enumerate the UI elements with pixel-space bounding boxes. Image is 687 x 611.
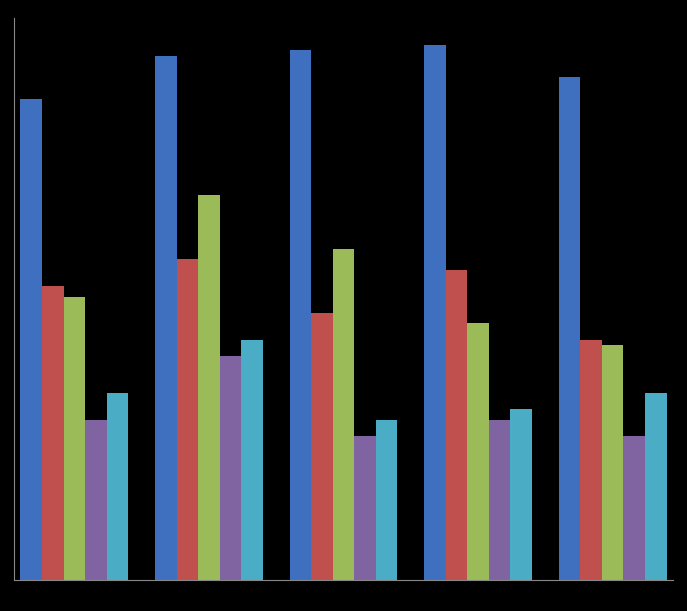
Bar (425, 45, 446, 580)
Bar (290, 51, 311, 580)
Bar (106, 393, 128, 580)
Bar (21, 98, 42, 580)
Bar (333, 249, 354, 580)
Bar (354, 436, 376, 580)
Bar (311, 313, 333, 580)
Bar (581, 340, 602, 580)
Bar (155, 56, 177, 580)
Bar (559, 77, 581, 580)
Bar (85, 420, 106, 580)
Bar (63, 297, 85, 580)
Bar (645, 393, 666, 580)
Bar (376, 420, 397, 580)
Bar (446, 270, 467, 580)
Bar (602, 345, 624, 580)
Bar (42, 286, 63, 580)
Bar (177, 259, 198, 580)
Bar (241, 340, 262, 580)
Bar (510, 409, 532, 580)
Bar (624, 436, 645, 580)
Bar (198, 195, 220, 580)
Bar (220, 356, 241, 580)
Bar (467, 323, 489, 580)
Bar (489, 420, 510, 580)
